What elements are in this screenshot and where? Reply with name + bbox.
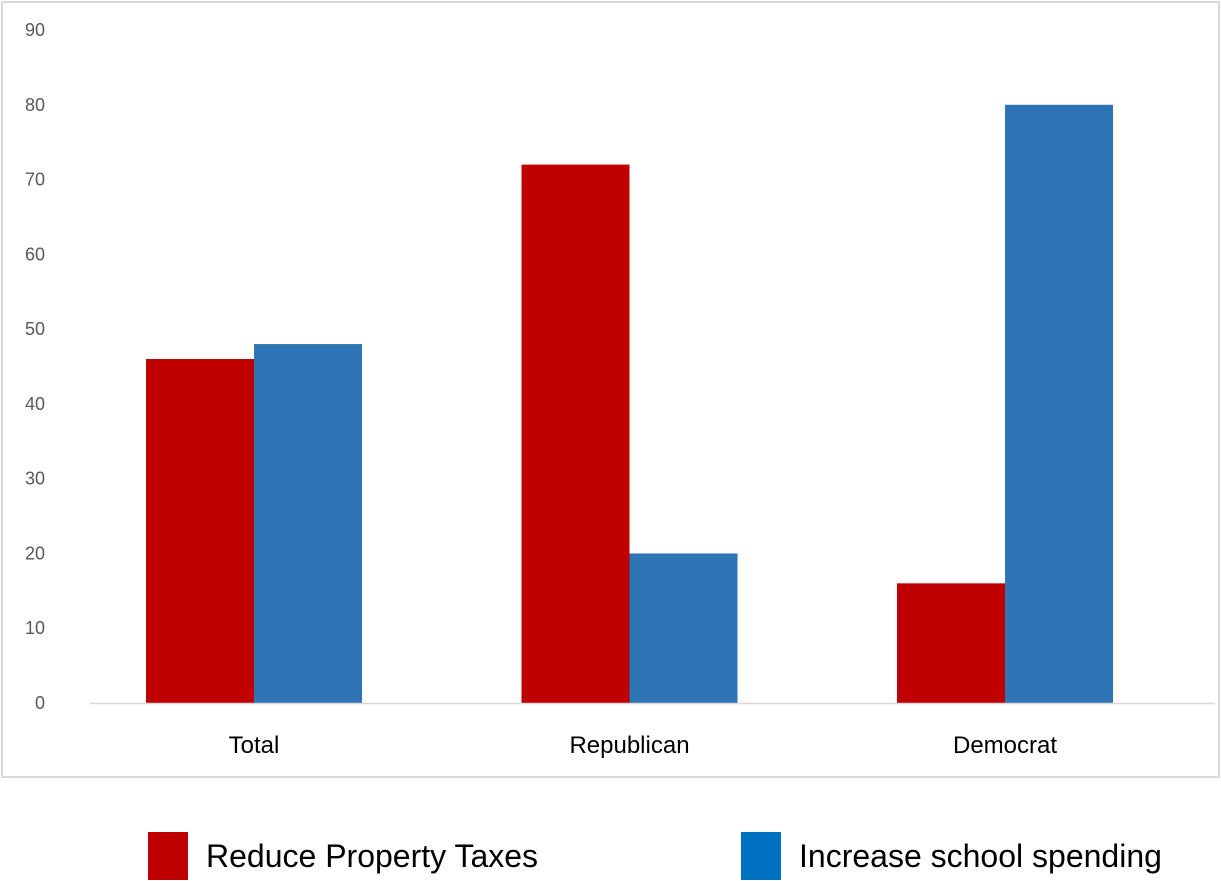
y-tick-label-0: 0 xyxy=(35,693,45,713)
bar-democrat-series-1 xyxy=(897,583,1005,703)
y-tick-label-90: 90 xyxy=(25,20,45,40)
bar-republican-series-1 xyxy=(521,164,630,704)
bar-democrat-series-2 xyxy=(1005,104,1113,704)
y-tick-label-60: 60 xyxy=(25,244,45,264)
legend-swatch-reduce-property-taxes xyxy=(148,832,188,880)
category-label-democrat: Democrat xyxy=(953,732,1057,759)
y-tick-label-70: 70 xyxy=(25,170,45,190)
y-tick-label-50: 50 xyxy=(25,319,45,339)
chart-border xyxy=(1,1,1220,778)
y-tick-label-30: 30 xyxy=(25,469,45,489)
legend-label-increase-school-spending: Increase school spending xyxy=(799,837,1162,874)
bar-series xyxy=(146,104,1113,704)
y-tick-label-80: 80 xyxy=(25,95,45,115)
y-tick-label-40: 40 xyxy=(25,394,45,414)
y-tick-label-20: 20 xyxy=(25,543,45,563)
bar-total-series-1 xyxy=(146,359,254,703)
category-label-total: Total xyxy=(229,732,280,759)
bar-chart: 0 10 20 30 40 50 60 70 80 90 Total Republican Democ… xyxy=(1,1,1220,778)
bar-total-series-2 xyxy=(254,344,362,703)
legend-item-reduce-property-taxes: Reduce Property Taxes xyxy=(148,832,538,880)
legend-item-increase-school-spending: Increase school spending xyxy=(741,832,1162,880)
bar-republican-series-2 xyxy=(629,553,738,703)
legend-label-reduce-property-taxes: Reduce Property Taxes xyxy=(206,837,539,874)
legend: Reduce Property Taxes Increase school sp… xyxy=(0,820,1221,880)
category-label-republican: Republican xyxy=(569,732,689,759)
x-axis-category-labels: Total Republican Democrat xyxy=(229,732,1058,759)
legend-swatch-increase-school-spending xyxy=(741,832,781,880)
y-tick-label-10: 10 xyxy=(25,618,45,638)
y-axis-tick-labels: 0 10 20 30 40 50 60 70 80 90 xyxy=(25,20,45,713)
